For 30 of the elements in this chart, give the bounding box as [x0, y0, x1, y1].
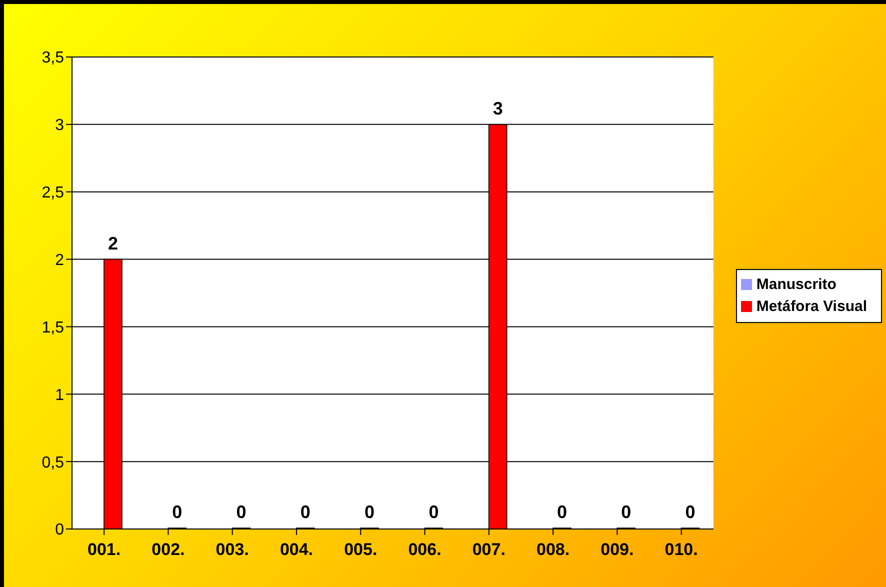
y-tick-label: 2,5: [42, 184, 64, 202]
data-label: 0: [364, 502, 375, 522]
y-tick-label: 3,5: [42, 50, 64, 67]
legend-label: Manuscrito: [756, 276, 836, 292]
x-tick-label: 006.: [408, 540, 442, 560]
legend-label: Metáfora Visual: [756, 298, 867, 314]
x-tick-label: 003.: [216, 540, 249, 560]
y-tick-label: 1,5: [42, 319, 64, 336]
x-tick-label: 007.: [472, 540, 506, 560]
x-tick-label: 010.: [664, 540, 698, 560]
x-tick-label: 004.: [280, 540, 314, 560]
data-label: 2: [108, 233, 118, 254]
y-tick-label: 0: [55, 522, 64, 539]
data-label: 0: [556, 502, 567, 522]
data-label: 0: [428, 502, 439, 522]
data-label: 0: [236, 502, 246, 522]
x-tick-label: 002.: [152, 540, 185, 560]
x-tick-label: 009.: [600, 540, 634, 560]
data-label: 0: [172, 502, 182, 522]
data-label: 0: [685, 502, 696, 522]
data-label: 0: [300, 502, 310, 522]
y-tick-label: 3: [55, 117, 64, 134]
x-tick-label: 008.: [536, 540, 570, 560]
data-label: 3: [492, 98, 503, 118]
y-tick-label: 2: [55, 252, 64, 269]
y-tick-label: 1: [55, 386, 64, 404]
data-label: 0: [621, 502, 632, 522]
x-tick-label: 005.: [344, 540, 378, 560]
x-tick-label: 001.: [88, 540, 121, 560]
y-tick-label: 0,5: [42, 454, 64, 472]
